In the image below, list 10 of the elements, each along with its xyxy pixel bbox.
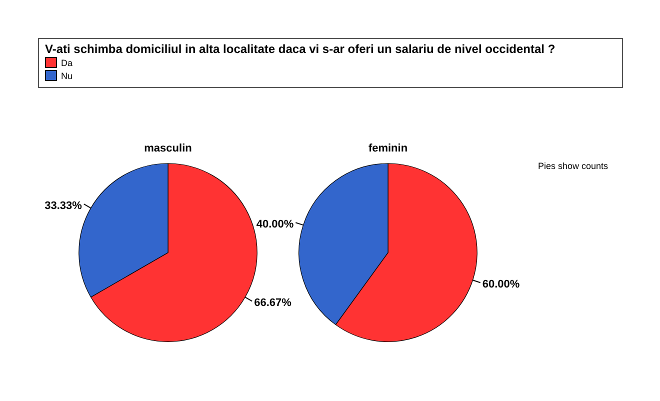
data-label: 40.00% (256, 218, 294, 231)
data-label: 66.67% (254, 297, 292, 310)
legend-label: Nu (60, 70, 74, 82)
text: Pies show counts (538, 161, 608, 171)
legend-label: Da (60, 56, 74, 69)
chart-title: feminin (368, 142, 408, 155)
text: masculin (144, 142, 192, 155)
data-label: 60.00% (482, 278, 520, 291)
legend-title: V-ati schimba domiciliul in alta localitate daca vi s-ar oferi un salariu de nivel occidental ? (45, 42, 556, 56)
data-label: 33.33% (44, 200, 82, 212)
